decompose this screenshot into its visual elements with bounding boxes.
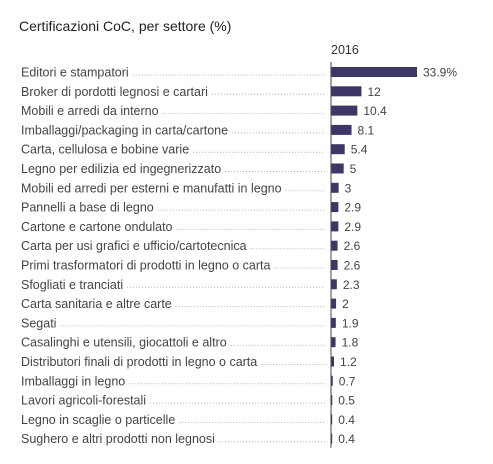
bar <box>331 395 333 406</box>
bar <box>331 337 336 348</box>
category-label: Legno in scaglie o particelle <box>21 413 175 427</box>
value-label: 2.6 <box>344 239 361 253</box>
category-label: Distributori finali di prodotti in legno… <box>21 355 257 369</box>
category-label: Carta, cellulosa e bobine varie <box>21 143 189 157</box>
value-label: 2.6 <box>344 259 361 273</box>
bar <box>331 105 358 116</box>
bar <box>331 260 338 270</box>
category-label: Editori e stampatori <box>21 66 129 80</box>
bar <box>331 182 339 193</box>
category-label: Cartone e cartone ondulato <box>21 220 173 234</box>
value-label: 8.1 <box>358 123 375 137</box>
bar <box>331 221 339 232</box>
bar <box>331 433 333 444</box>
bar <box>331 124 352 135</box>
bar <box>331 375 333 386</box>
value-label: 2.9 <box>344 201 361 215</box>
bar <box>331 356 335 367</box>
bar <box>331 202 339 213</box>
category-label: Sughero e altri prodotti non legnosi <box>21 432 215 446</box>
category-label: Imballaggi in legno <box>21 374 125 388</box>
series-label: 2016 <box>331 43 359 57</box>
category-label: Primi trasformatori di prodotti in legno… <box>21 259 270 273</box>
value-label: 1.2 <box>340 355 357 369</box>
value-label: 5.4 <box>351 143 368 157</box>
value-label: 12 <box>367 85 381 99</box>
value-label: 33.9% <box>423 66 457 80</box>
bar <box>331 414 333 425</box>
value-label: 0.4 <box>338 413 355 427</box>
category-label: Pannelli a base di legno <box>21 201 154 215</box>
bar <box>331 163 344 174</box>
bar <box>331 144 345 155</box>
value-label: 5 <box>350 162 357 176</box>
value-label: 1.8 <box>342 336 359 350</box>
category-label: Mobili ed arredi per esterni e manufatti… <box>21 181 282 195</box>
value-label: 10.4 <box>363 104 387 118</box>
bar <box>331 86 362 97</box>
bar <box>331 67 417 77</box>
category-label: Casalinghi e utensili, giocattoli e altr… <box>21 336 227 350</box>
category-label: Carta per usi grafici e ufficio/cartotec… <box>21 239 247 253</box>
value-label: 0.5 <box>338 394 355 408</box>
value-label: 3 <box>345 181 352 195</box>
chart-title: Certificazioni CoC, per settore (%) <box>19 18 232 34</box>
category-label: Carta sanitaria e altre carte <box>21 297 172 311</box>
value-label: 2 <box>342 297 349 311</box>
bar <box>331 298 337 309</box>
category-label: Mobili e arredi da interno <box>21 104 159 118</box>
category-label: Segati <box>21 316 56 330</box>
category-label: Broker di pordotti legnosi e cartari <box>21 85 208 99</box>
category-label: Lavori agricoli-forestali <box>21 394 146 408</box>
value-label: 2.9 <box>344 220 361 234</box>
value-label: 1.9 <box>342 316 359 330</box>
category-label: Legno per edilizia ed ingegnerizzato <box>21 162 221 176</box>
bar <box>331 240 338 251</box>
value-label: 2.3 <box>343 278 360 292</box>
category-label: Imballaggi/packaging in carta/cartone <box>21 123 228 137</box>
value-label: 0.7 <box>339 374 356 388</box>
bar <box>331 317 336 328</box>
bar <box>331 279 337 290</box>
value-label: 0.4 <box>338 432 355 446</box>
category-label: Sfogliati e tranciati <box>21 278 123 292</box>
